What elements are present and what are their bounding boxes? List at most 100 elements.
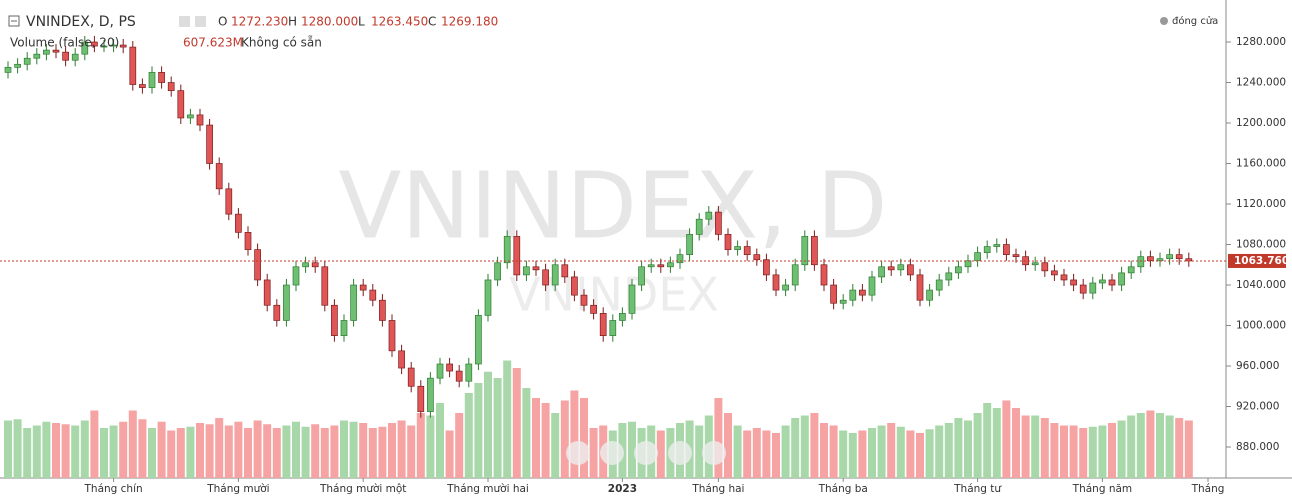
nav-button[interactable] [634,441,658,465]
volume-bar [215,418,224,478]
candle-body [782,284,789,291]
format-icon[interactable] [195,16,206,27]
candle-body [628,284,636,314]
candle-body [206,124,213,164]
volume-bar [589,428,598,478]
candle-body [849,289,857,301]
candle-body [830,284,837,304]
candle-body [1060,274,1068,281]
volume-bar [992,408,1001,478]
volume-bar [1079,428,1088,478]
candle-body [369,289,377,301]
y-tick-label: 1280.000 [1236,36,1286,48]
volume-bar [512,368,521,478]
candle-body [427,377,434,412]
candle-body [215,163,223,190]
candle-body [1012,254,1020,258]
volume-bar [90,410,99,478]
candle-body [561,264,569,278]
volume-bar [320,428,329,478]
volume-bar [800,415,809,478]
ohlc-value: 1280.000 [301,15,358,29]
volume-bar [119,421,128,478]
candle-body [254,249,261,281]
candle-body [1089,282,1097,294]
volume-bar [378,426,387,478]
volume-bar [1012,408,1020,478]
candle-body [523,266,530,276]
y-tick-label: 1080.000 [1236,239,1286,251]
volume-bar [983,403,992,478]
y-tick-label: 1040.000 [1236,279,1286,291]
candle-body [129,46,137,85]
nav-button[interactable] [566,441,590,465]
candle-body [436,363,444,379]
volume-bar [52,423,60,478]
candle-body [388,320,396,352]
candle-body [907,264,914,276]
volume-bar [426,415,435,478]
volume-bar [628,421,636,478]
x-tick-label: Tháng ba [818,483,868,495]
x-tick-label: 2023 [608,483,637,495]
candle-body [695,218,703,235]
volume-bar [42,421,51,478]
volume-bar [580,398,588,478]
candle-body [859,289,866,296]
candle-body [340,320,348,336]
volume-bar [253,420,262,478]
volume-bar [1175,418,1184,478]
volume-value: 607.623M [183,36,243,50]
candle-body [1147,256,1154,262]
nav-button[interactable] [600,441,624,465]
volume-bar [109,425,118,478]
volume-bar [887,423,896,478]
price-tag-label: 1063.760 [1234,255,1289,267]
candle-body [398,350,405,369]
candle-body [14,63,21,68]
settings-icon[interactable] [179,16,190,27]
candle-body [609,320,617,336]
candle-body [43,49,50,55]
volume-bar [474,383,483,478]
candle-body [513,236,521,276]
volume-bar [906,430,915,478]
candle-body [91,41,98,47]
candle-body [1108,279,1116,286]
candle-body [446,363,453,372]
volume-bar [416,413,425,478]
volume-bar [551,413,560,478]
y-tick-label: 920.000 [1236,401,1279,413]
nav-button[interactable] [668,441,692,465]
volume-bar [820,423,828,478]
volume-bar [724,413,732,478]
candle-body [1127,266,1135,274]
candle-body [100,45,108,48]
volume-bar [1098,425,1107,478]
nav-button[interactable] [702,441,726,465]
candle-body [263,279,271,306]
volume-bar [1108,423,1116,478]
candle-body [993,244,1001,247]
volume-bar [292,421,300,478]
volume-bar [13,419,22,478]
volume-bar [868,428,876,478]
candle-body [955,266,962,274]
volume-bar [935,425,944,478]
candle-body [331,304,338,336]
volume-bar [4,420,12,478]
volume-bar [743,430,752,478]
volume-bar [925,429,934,478]
volume-bar [282,425,291,478]
volume-bar [1021,415,1030,478]
candle-body [619,313,626,321]
collapse-icon[interactable] [8,15,20,27]
volume-bar [23,428,32,478]
candle-body [177,90,185,119]
y-tick-label: 1120.000 [1236,198,1286,210]
candle-body [110,44,117,47]
volume-bar [368,428,377,478]
candle-body [964,260,972,268]
candle-body [4,66,12,73]
